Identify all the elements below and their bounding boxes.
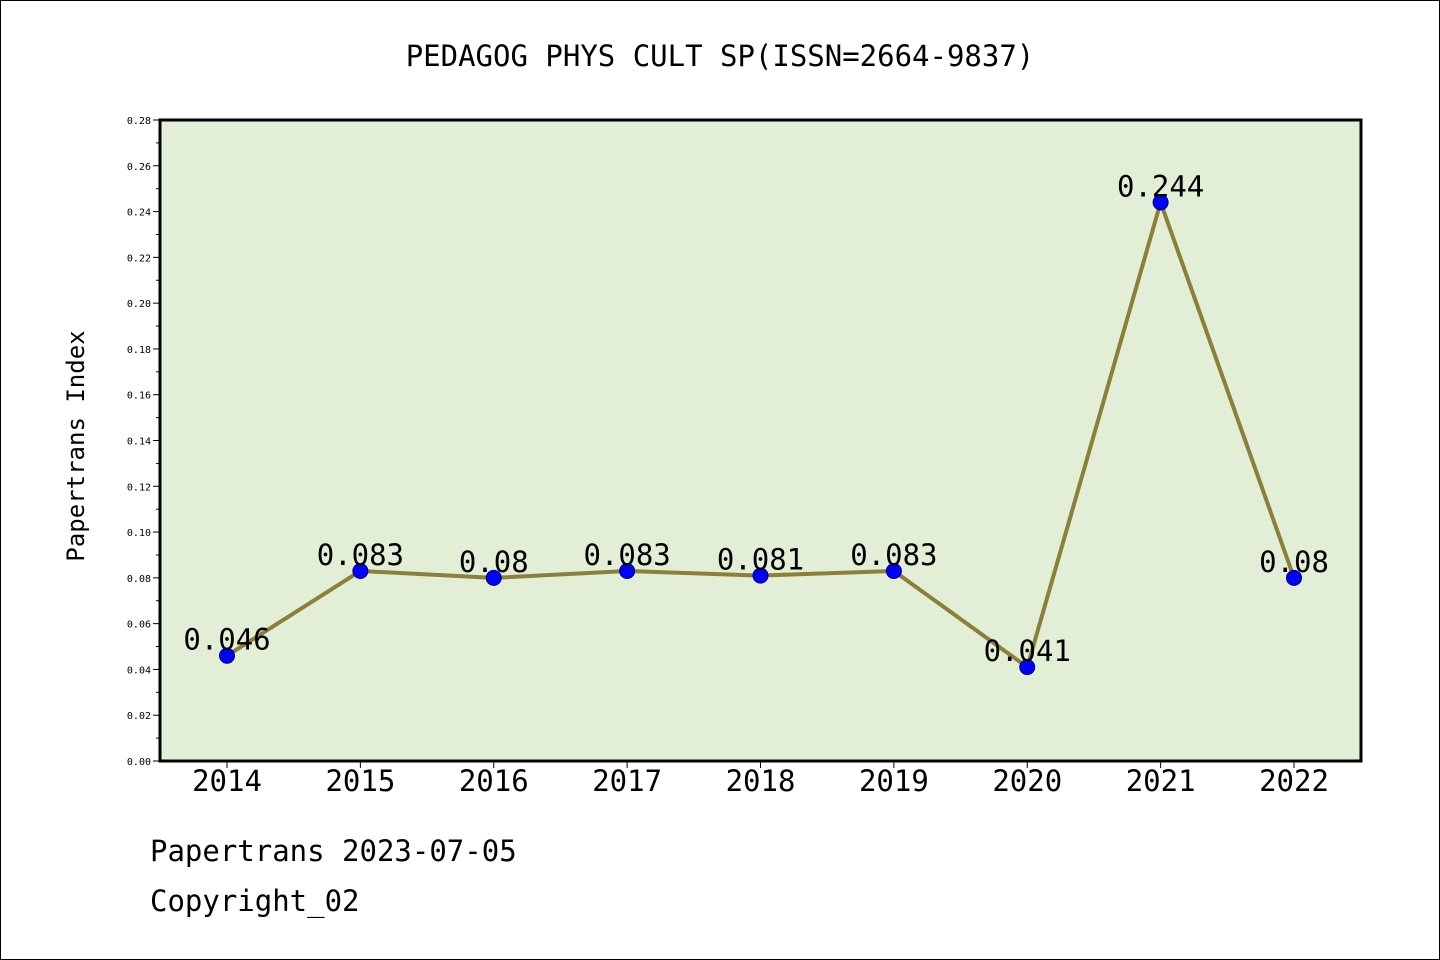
x-tick-label: 2016	[459, 764, 529, 798]
x-axis: 2014 2015 2016 2017 2018 2019 2020 2021 2022	[192, 761, 1329, 798]
y-tick-label: 0.10	[127, 528, 151, 539]
y-axis: 0.00 0.02 0.04 0.06 0.08 0.10 0.12 0.14 0.16 0.18…	[127, 116, 160, 768]
y-tick-label: 0.12	[127, 482, 151, 493]
x-tick-label: 2020	[992, 764, 1062, 798]
x-tick-label: 2022	[1259, 764, 1329, 798]
footer-date: Papertrans 2023-07-05	[150, 834, 517, 868]
y-tick-label: 0.08	[127, 574, 151, 585]
data-point	[352, 562, 369, 579]
x-tick-label: 2018	[726, 764, 796, 798]
data-point	[1019, 659, 1036, 676]
footer-copyright: Copyright_02	[150, 884, 360, 918]
data-point	[752, 567, 769, 584]
data-point	[619, 562, 636, 579]
data-label: 0.244	[1117, 169, 1204, 203]
y-tick-label: 0.26	[127, 162, 151, 173]
y-tick-label: 0.18	[127, 345, 151, 356]
data-point	[1286, 569, 1302, 586]
data-label: 0.083	[583, 538, 670, 572]
data-label: 0.041	[984, 634, 1071, 668]
y-tick-label: 0.06	[127, 620, 151, 631]
data-label: 0.046	[183, 623, 270, 657]
data-point	[485, 569, 502, 586]
x-tick-label: 2019	[859, 764, 929, 798]
x-tick-label: 2021	[1126, 764, 1196, 798]
data-label: 0.083	[317, 538, 404, 572]
y-tick-label: 0.00	[127, 757, 151, 768]
y-tick-label: 0.04	[127, 665, 151, 676]
y-tick-label: 0.02	[127, 711, 151, 722]
data-label: 0.083	[850, 538, 937, 572]
data-label-group: 0.046 0.083 0.08 0.083 0.081 0.083 0.041 0.244 0…	[183, 169, 1329, 668]
y-tick-label: 0.20	[127, 299, 151, 310]
x-tick-label: 2015	[325, 764, 395, 798]
x-tick-label: 2014	[192, 764, 262, 798]
data-point	[1152, 194, 1169, 211]
data-point	[885, 562, 902, 579]
data-label: 0.08	[1259, 545, 1329, 579]
series-group	[219, 194, 1302, 676]
y-tick-label: 0.24	[127, 208, 151, 219]
x-tick-label: 2017	[592, 764, 662, 798]
y-tick-label: 0.16	[127, 391, 151, 402]
y-tick-label: 0.14	[127, 437, 151, 448]
y-axis-title: Papertrans Index	[62, 330, 90, 561]
data-label: 0.081	[717, 543, 804, 577]
data-label: 0.08	[459, 545, 529, 579]
y-tick-label: 0.28	[127, 116, 151, 127]
plot-area	[158, 118, 1363, 763]
chart-title: PEDAGOG PHYS CULT SP(ISSN=2664-9837)	[406, 39, 1035, 73]
y-tick-label: 0.22	[127, 253, 151, 264]
data-point	[219, 647, 235, 664]
